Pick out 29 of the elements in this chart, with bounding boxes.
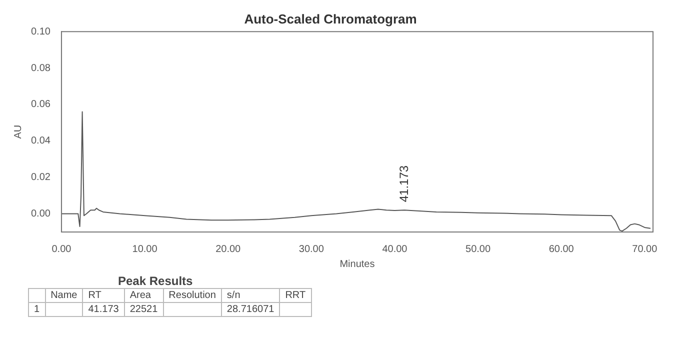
y-tick-label: 0.08 [30, 62, 51, 74]
chart-title: Auto-Scaled Chromatogram [244, 11, 417, 26]
y-tick-label: 0.00 [30, 208, 51, 220]
x-tick-label: 50.00 [466, 244, 491, 255]
annotation: 41.173 [396, 165, 411, 202]
x-tick-label: 40.00 [382, 244, 408, 255]
x-tick-label: 0.00 [52, 244, 72, 255]
text: Name [45, 288, 83, 302]
text: 1 [28, 302, 46, 316]
text: 22521 [124, 302, 164, 316]
x-tick-label: 20.00 [216, 244, 242, 255]
x-axis-title: Minutes [340, 258, 375, 270]
text: Area [124, 288, 164, 302]
text: RRT [280, 288, 312, 302]
text: Resolution [163, 288, 222, 302]
x-tick-label: 70.00 [632, 244, 658, 255]
x-tick-label: 60.00 [548, 244, 574, 255]
text: 28.716071 [221, 302, 280, 316]
y-axis-title: AU [12, 124, 24, 139]
y-tick-label: 0.10 [30, 26, 51, 38]
text: RT [82, 288, 124, 302]
text: Peak Results [118, 274, 194, 288]
y-tick-label: 0.04 [30, 136, 51, 147]
x-tick-label: 30.00 [298, 244, 324, 255]
text: s/n [221, 288, 280, 302]
text: 41.173 [82, 302, 124, 316]
y-tick-label: 0.02 [30, 172, 51, 184]
y-tick-label: 0.06 [30, 99, 51, 110]
x-tick-label: 10.00 [132, 244, 158, 255]
